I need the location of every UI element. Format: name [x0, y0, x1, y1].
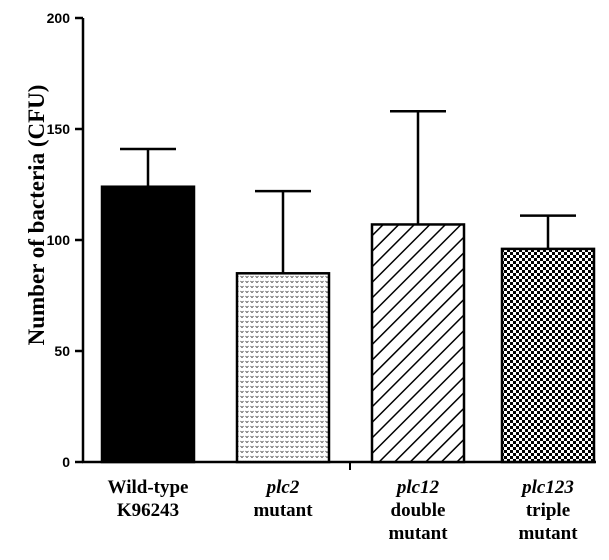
bar-4 — [500, 247, 596, 464]
category-label-line: mutant — [253, 500, 313, 521]
category-label-line: mutant — [388, 523, 448, 544]
category-labels: Wild-typeK96243plc2mutantplc12doublemuta… — [108, 477, 579, 544]
y-tick-label: 100 — [47, 232, 71, 248]
bars — [100, 185, 596, 464]
y-tick-label: 0 — [62, 454, 70, 470]
bar-1 — [100, 185, 196, 464]
category-label-line: double — [391, 500, 446, 521]
bar-3 — [370, 223, 466, 464]
category-label-line: plc12 — [395, 477, 440, 498]
y-tick-label: 150 — [47, 121, 71, 137]
category-label-line: plc2 — [265, 477, 300, 498]
category-label-line: mutant — [518, 523, 578, 544]
category-label-line: plc123 — [520, 477, 574, 498]
category-label-line: triple — [526, 500, 570, 521]
error-bars — [120, 109, 576, 274]
y-tick-label: 50 — [54, 343, 70, 359]
y-tick-label: 200 — [47, 10, 71, 26]
category-label-line: K96243 — [117, 500, 179, 521]
y-axis: 0 50 100 150 200 — [47, 10, 85, 470]
category-label-line: Wild-type — [108, 477, 189, 498]
y-axis-label: Number of bacteria (CFU) — [24, 85, 49, 346]
bar-2 — [235, 272, 331, 464]
